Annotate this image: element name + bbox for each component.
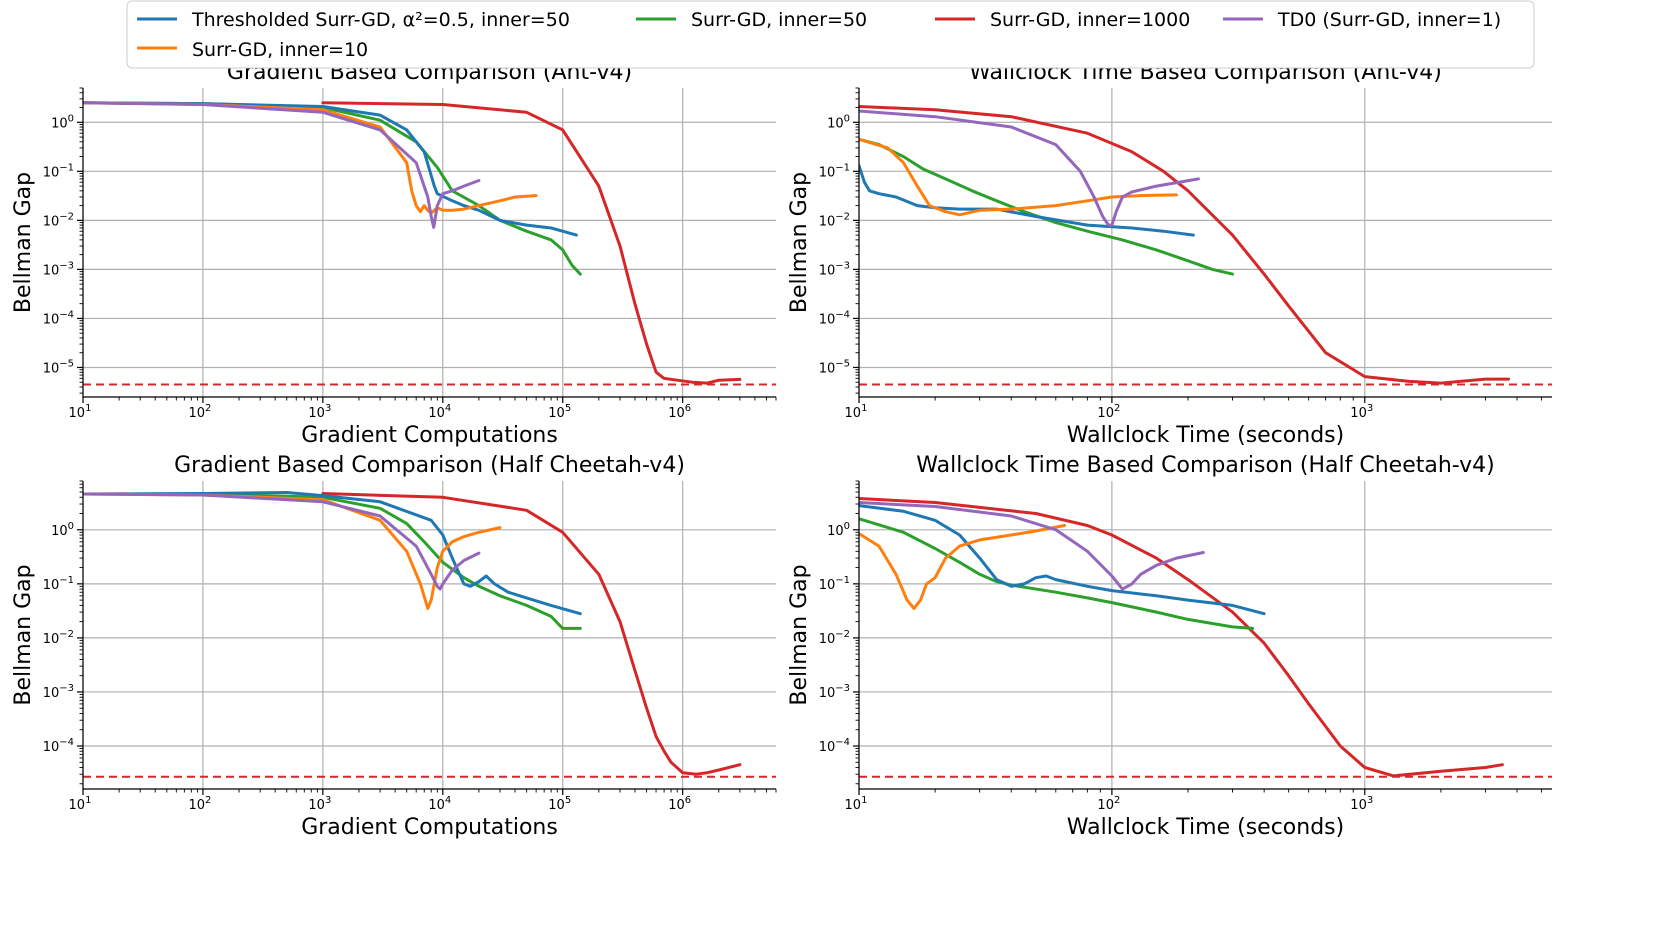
series-line-inner1000 [321, 101, 742, 385]
series-line-inner50 [859, 517, 1255, 630]
y-tick-label-5: 100 [827, 113, 850, 131]
x-tick-label-2: 103 [308, 403, 331, 421]
series-line-inner10 [859, 137, 1178, 217]
series-line-inner10 [83, 492, 502, 610]
y-tick-label-4: 100 [51, 521, 74, 539]
panel-title: Wallclock Time Based Comparison (Half Ch… [916, 453, 1494, 478]
x-tick-label-5: 106 [668, 403, 691, 421]
series-line-inner50 [859, 137, 1234, 276]
panel-grad-ant: 101 102 103 104 105 106 10−5 10−4 10−3 10−2 10−1 10… [11, 60, 777, 448]
y-tick-label-2: 10−2 [819, 629, 850, 647]
series-line-td0 [83, 101, 481, 229]
x-tick-label-0: 101 [69, 795, 92, 813]
panel-title: Gradient Based Comparison (Half Cheetah-… [174, 453, 685, 478]
panel-wall-cheetah: 101 102 103 10−4 10−3 10−2 10−1 100 Wallclock Ti… [787, 453, 1552, 840]
x-axis-title: Gradient Computations [301, 423, 558, 448]
y-tick-label-5: 100 [51, 113, 74, 131]
series-line-inner1000 [859, 105, 1510, 385]
x-tick-label-5: 106 [668, 795, 691, 813]
y-tick-label-1: 10−4 [43, 309, 74, 327]
x-tick-label-1: 102 [188, 795, 211, 813]
x-tick-label-0: 101 [845, 795, 868, 813]
x-tick-label-2: 103 [1350, 795, 1373, 813]
series-line-td0 [83, 492, 481, 591]
y-tick-label-3: 10−2 [43, 211, 74, 229]
y-tick-label-3: 10−1 [43, 575, 74, 593]
plot-area [859, 105, 1552, 386]
x-tick-label-2: 103 [308, 795, 331, 813]
plot-area [83, 101, 776, 386]
y-tick-label-3: 10−2 [819, 211, 850, 229]
x-tick-label-2: 103 [1350, 403, 1373, 421]
y-tick-label-0: 10−5 [819, 358, 850, 376]
legend-label-inner1000: Surr-GD, inner=1000 [990, 9, 1190, 31]
series-line-td0 [859, 109, 1200, 227]
y-tick-label-2: 10−3 [43, 260, 74, 278]
series-line-inner10 [859, 524, 1067, 610]
series-line-thresholded-inner50 [859, 504, 1266, 616]
y-axis-title: Bellman Gap [787, 564, 812, 705]
y-tick-label-4: 10−1 [43, 162, 74, 180]
series-line-thresholded-inner50 [83, 491, 582, 616]
series-line-inner1000 [321, 492, 742, 776]
y-axis-title: Bellman Gap [11, 564, 36, 705]
x-axis-title: Wallclock Time (seconds) [1067, 815, 1344, 840]
x-tick-label-1: 102 [188, 403, 211, 421]
x-tick-label-3: 104 [428, 795, 451, 813]
y-tick-label-1: 10−3 [819, 683, 850, 701]
y-axis-title: Bellman Gap [11, 172, 36, 313]
y-tick-label-0: 10−4 [819, 737, 850, 755]
legend-label-inner10: Surr-GD, inner=10 [192, 39, 368, 61]
y-tick-label-2: 10−2 [43, 629, 74, 647]
legend-label-td0: TD0 (Surr-GD, inner=1) [1277, 9, 1501, 31]
y-tick-label-3: 10−1 [819, 575, 850, 593]
series-line-inner1000 [859, 497, 1504, 778]
x-tick-label-1: 102 [1097, 795, 1120, 813]
legend-label-thresholded-inner50: Thresholded Surr-GD, α²=0.5, inner=50 [191, 9, 570, 31]
y-axis-title: Bellman Gap [787, 172, 812, 313]
series-line-thresholded-inner50 [859, 164, 1195, 237]
y-tick-label-0: 10−4 [43, 737, 74, 755]
series-line-inner50 [83, 492, 582, 630]
x-axis-title: Gradient Computations [301, 815, 558, 840]
y-tick-label-0: 10−5 [43, 358, 74, 376]
x-tick-label-0: 101 [69, 403, 92, 421]
y-tick-label-1: 10−4 [819, 309, 850, 327]
x-tick-label-4: 105 [548, 403, 571, 421]
series-line-td0 [859, 501, 1205, 591]
legend: Thresholded Surr-GD, α²=0.5, inner=50 Su… [126, 0, 1535, 69]
x-tick-label-0: 101 [845, 403, 868, 421]
plot-area [83, 491, 776, 778]
series-line-inner10 [83, 101, 538, 215]
x-axis-title: Wallclock Time (seconds) [1067, 423, 1344, 448]
x-tick-label-4: 105 [548, 795, 571, 813]
axes-spines [858, 88, 1552, 398]
x-tick-label-1: 102 [1097, 403, 1120, 421]
x-tick-label-3: 104 [428, 403, 451, 421]
plot-area [859, 497, 1552, 778]
axes-spines [82, 88, 776, 398]
series-line-inner50 [83, 101, 582, 276]
axes-spines [82, 481, 776, 790]
y-tick-label-4: 10−1 [819, 162, 850, 180]
panel-grad-cheetah: 101 102 103 104 105 106 10−4 10−3 10−2 10−1 100 Gra… [11, 453, 777, 840]
y-tick-label-1: 10−3 [43, 683, 74, 701]
legend-label-inner50: Surr-GD, inner=50 [691, 9, 867, 31]
axes-spines [858, 481, 1552, 790]
y-tick-label-4: 100 [827, 521, 850, 539]
y-tick-label-2: 10−3 [819, 260, 850, 278]
series-line-thresholded-inner50 [83, 101, 578, 237]
legend-frame [126, 0, 1535, 69]
panel-wall-ant: 101 102 103 10−5 10−4 10−3 10−2 10−1 100 Wallcloc… [787, 60, 1552, 448]
